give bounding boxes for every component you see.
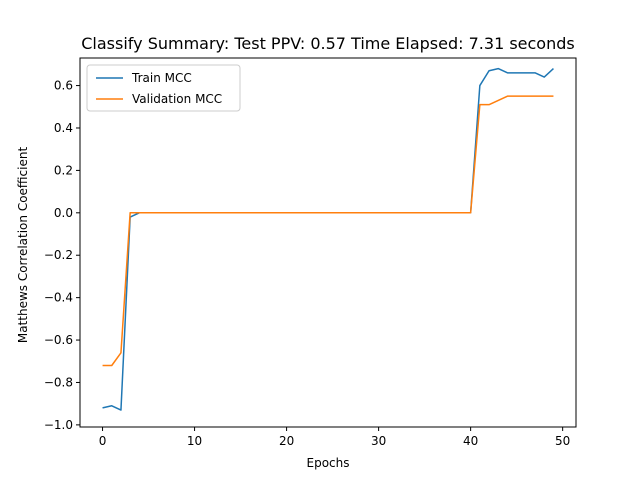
y-tick-label: −0.4 <box>44 291 73 305</box>
x-tick-label: 10 <box>187 434 202 448</box>
legend: Train MCC Validation MCC <box>86 64 241 112</box>
x-tick-label: 20 <box>279 434 294 448</box>
y-tick-label: −0.6 <box>44 333 73 347</box>
series-line-train-mcc <box>102 67 554 411</box>
legend-box <box>86 64 241 112</box>
y-tick-label: 0.2 <box>54 163 73 177</box>
x-axis-title: Epochs <box>307 456 350 470</box>
y-tick-label: 0.4 <box>54 121 73 135</box>
y-tick-label: 0.6 <box>54 79 73 93</box>
legend-label-train-mcc: Train MCC <box>131 71 192 85</box>
x-tick-label: 0 <box>99 434 107 448</box>
y-tick-label: −0.8 <box>44 375 73 389</box>
chart-title: Classify Summary: Test PPV: 0.57 Time El… <box>81 34 574 53</box>
series-layer <box>102 67 554 411</box>
y-tick-label: 0.0 <box>54 206 73 220</box>
legend-label-validation-mcc: Validation MCC <box>132 92 222 106</box>
y-tick-label: −1.0 <box>44 418 73 432</box>
plot-area <box>79 57 577 428</box>
y-axis-title: Matthews Correlation Coefficient <box>16 147 30 344</box>
series-line-validation-mcc <box>102 95 554 367</box>
x-tick-label: 50 <box>555 434 570 448</box>
plot-frame <box>79 57 577 428</box>
x-tick-label: 40 <box>463 434 478 448</box>
x-tick-label: 30 <box>371 434 386 448</box>
ticks-layer: 0 10 20 30 40 50 −1.0 −0.8 −0.6 −0.4 −0.2 0.0 0.2 0.4… <box>44 79 570 448</box>
y-tick-label: −0.2 <box>44 248 73 262</box>
